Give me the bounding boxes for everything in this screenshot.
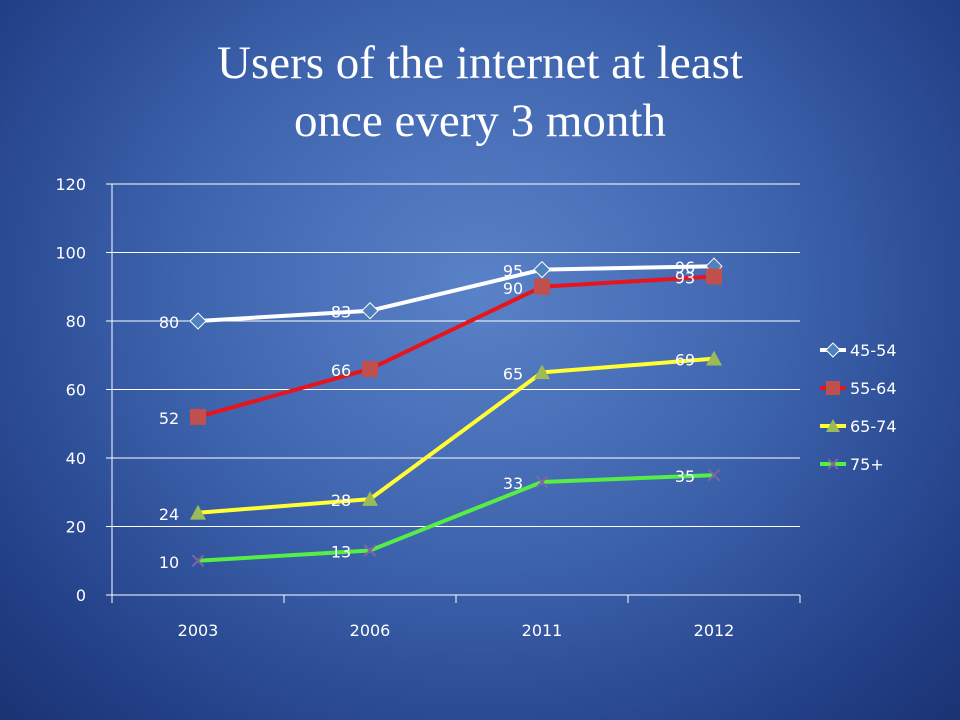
- marker-75+-2006: [363, 544, 377, 557]
- legend-marker-55-64: [826, 381, 840, 395]
- y-tick-label-80: 80: [66, 312, 86, 331]
- marker-45-54-2006: [361, 302, 379, 320]
- legend-label-75+: 75+: [850, 455, 884, 474]
- marker-75+-2011-stroke-b: [535, 475, 549, 489]
- marker-55-64-2006: [362, 360, 378, 377]
- data-label-45-54-2006: 83: [331, 303, 351, 322]
- x-tick-label-2003: 2003: [178, 621, 219, 640]
- series-line-75+: [197, 473, 715, 563]
- marker-65-74-2012: [706, 350, 722, 366]
- x-tick-label-2012: 2012: [694, 621, 735, 640]
- marker-65-74-2006: [362, 491, 378, 506]
- data-label-55-64-2006: 66: [331, 361, 351, 380]
- data-label-75+-2012: 35: [675, 467, 695, 486]
- y-tick-label-100: 100: [55, 244, 86, 263]
- data-label-45-54-2012: 96: [675, 258, 695, 277]
- data-label-65-74-2006: 28: [331, 491, 351, 510]
- legend-label-55-64: 55-64: [850, 379, 897, 398]
- legend-marker-65-74: [826, 419, 840, 432]
- marker-75+-2012-stroke-b: [707, 468, 721, 482]
- x-tick-label-2011: 2011: [522, 621, 563, 640]
- data-label-55-64-2003: 52: [159, 409, 179, 428]
- legend-marker-75+-stroke-b: [827, 458, 839, 470]
- marker-55-64-2003: [190, 408, 206, 425]
- marker-75+-2006-stroke-b: [363, 544, 377, 557]
- marker-75+-2003-stroke-b: [191, 554, 205, 568]
- data-label-55-64-2011: 90: [503, 279, 523, 298]
- y-tick-label-20: 20: [66, 518, 86, 537]
- data-label-75+-2003: 10: [159, 553, 179, 572]
- data-label-45-54-2003: 80: [159, 313, 179, 332]
- legend-label-45-54: 45-54: [850, 341, 897, 360]
- marker-75+-2011: [535, 475, 549, 489]
- marker-75+-2012: [707, 468, 721, 482]
- marker-75+-2003: [191, 554, 205, 568]
- y-tick-label-0: 0: [76, 586, 86, 605]
- legend-label-65-74: 65-74: [850, 417, 897, 436]
- data-label-65-74-2003: 24: [159, 505, 179, 524]
- series-line-45-54: [197, 264, 715, 323]
- marker-65-74-2011: [534, 364, 550, 380]
- title-line-1: Users of the internet at least: [217, 37, 743, 89]
- marker-45-54-2011: [533, 260, 551, 279]
- data-label-45-54-2011: 95: [503, 262, 523, 281]
- marker-55-64-2011: [534, 278, 550, 295]
- slide-title: Users of the internet at least once ever…: [0, 34, 960, 150]
- data-label-65-74-2011: 65: [503, 364, 523, 383]
- marker-45-54-2003: [189, 312, 207, 330]
- y-tick-label-120: 120: [55, 175, 86, 194]
- marker-55-64-2012: [706, 268, 722, 285]
- marker-65-74-2003: [190, 504, 206, 520]
- y-tick-label-40: 40: [66, 449, 86, 468]
- title-line-2: once every 3 month: [294, 95, 666, 147]
- data-label-55-64-2012: 93: [675, 268, 695, 287]
- data-label-75+-2006: 13: [331, 542, 351, 561]
- series-line-55-64: [197, 274, 715, 419]
- data-label-75+-2011: 33: [503, 474, 523, 493]
- y-tick-label-60: 60: [66, 381, 86, 400]
- legend-marker-75+: [827, 458, 839, 470]
- legend-marker-45-54: [825, 342, 841, 358]
- x-tick-label-2006: 2006: [350, 621, 391, 640]
- data-label-65-74-2012: 69: [675, 351, 695, 370]
- series-line-65-74: [197, 356, 715, 515]
